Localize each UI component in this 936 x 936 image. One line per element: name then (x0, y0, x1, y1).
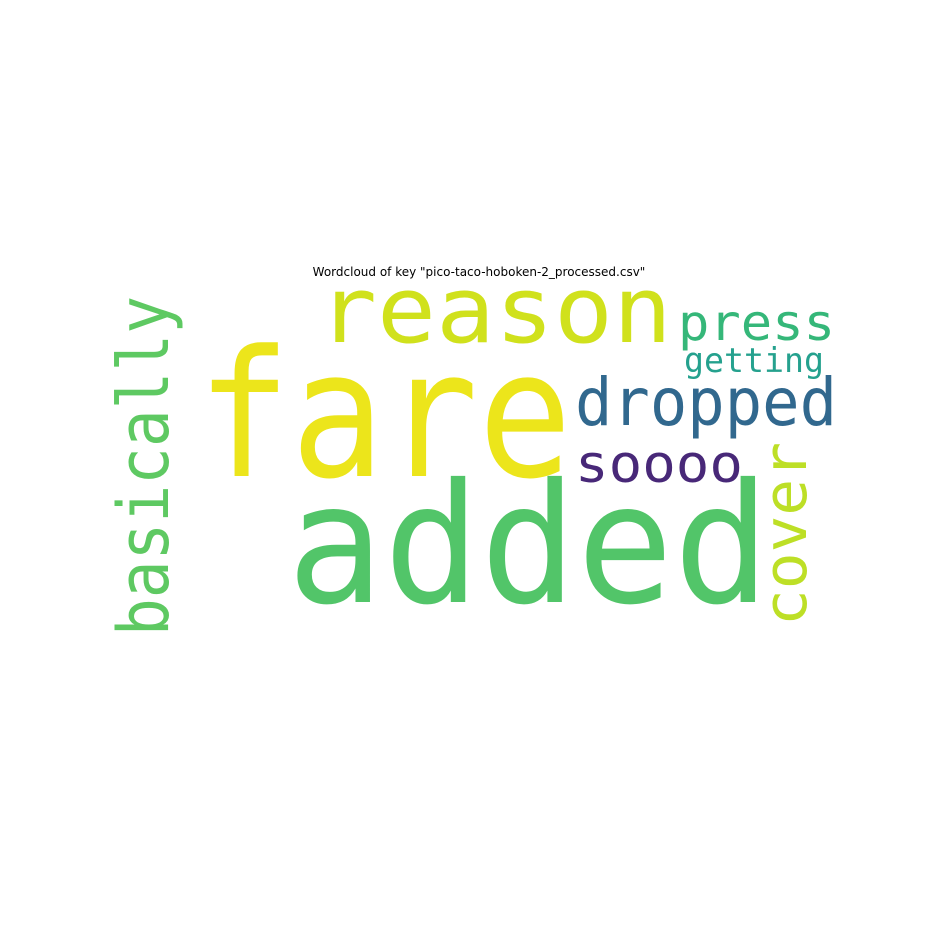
word-dropped: dropped (575, 364, 837, 441)
word-fare: fare (197, 313, 572, 518)
word-soooo: soooo (575, 435, 743, 495)
word-added: added (287, 449, 770, 642)
word-getting: getting (684, 341, 824, 381)
word-cover: cover (751, 442, 821, 626)
word-reason: reason (318, 257, 672, 364)
word-press: press (678, 294, 835, 352)
chart-title: Wordcloud of key "pico-taco-hoboken-2_pr… (312, 265, 646, 279)
word-basically: basically (103, 296, 185, 636)
